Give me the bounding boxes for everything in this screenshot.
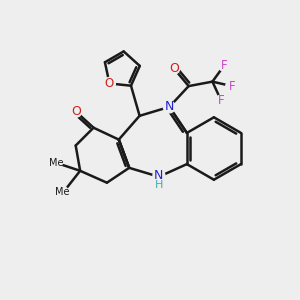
Text: O: O [169,62,179,75]
Circle shape [70,105,82,117]
Circle shape [103,77,116,89]
Circle shape [164,101,175,113]
Circle shape [226,80,238,92]
Circle shape [50,157,62,169]
Text: Me: Me [49,158,64,168]
Text: F: F [221,59,228,72]
Text: F: F [218,94,225,107]
Text: O: O [71,105,81,118]
Text: O: O [105,77,114,90]
Text: N: N [154,169,164,182]
Text: Me: Me [55,187,70,197]
Text: F: F [228,80,235,93]
Circle shape [153,169,165,181]
Circle shape [215,95,227,107]
Circle shape [56,186,68,198]
Text: H: H [155,180,164,190]
Text: N: N [165,100,174,113]
Circle shape [168,62,180,74]
Circle shape [218,59,230,71]
